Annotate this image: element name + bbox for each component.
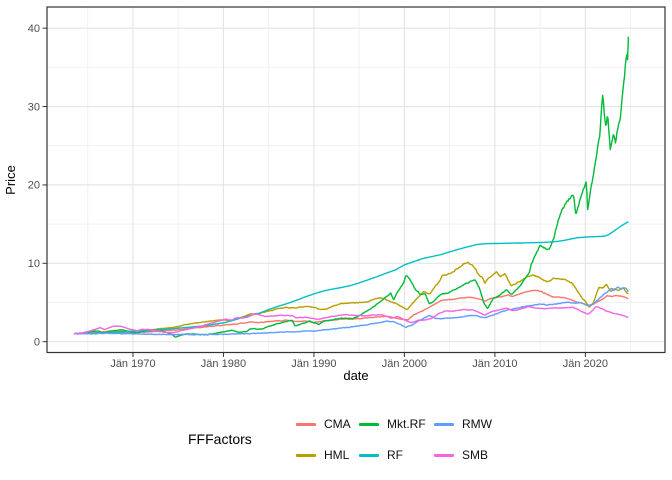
x-tick-label: Jän 1990 <box>291 358 336 370</box>
series-lines <box>73 36 630 338</box>
x-tick-label: Jän 2000 <box>382 358 427 370</box>
y-axis-title: Price <box>3 165 18 195</box>
axis-ticks <box>42 27 586 357</box>
plot-panel-border <box>46 6 666 354</box>
series-line-hml <box>74 261 629 335</box>
series-line-rmw <box>73 286 629 336</box>
y-tick-label: 40 <box>28 23 40 35</box>
x-tick-label: Jän 1970 <box>110 358 155 370</box>
y-tick-label: 0 <box>34 336 40 348</box>
gridlines-major <box>47 7 665 353</box>
series-line-mkt-rf <box>74 36 630 338</box>
y-tick-label: 30 <box>28 101 40 113</box>
axis-tick-labels: Jän 1970 Jän 1980 Jän 1990 Jän 2000 Jän 2010… <box>28 23 608 370</box>
x-tick-label: Jän 2020 <box>563 358 608 370</box>
series-line-rf <box>74 221 629 335</box>
x-axis-title: date <box>343 368 368 383</box>
series-line-smb <box>73 305 629 335</box>
gridlines-minor <box>47 7 665 353</box>
y-tick-label: 20 <box>28 180 40 192</box>
x-tick-label: Jän 2010 <box>472 358 517 370</box>
x-tick-label: Jän 1980 <box>201 358 246 370</box>
y-tick-label: 10 <box>28 258 40 270</box>
